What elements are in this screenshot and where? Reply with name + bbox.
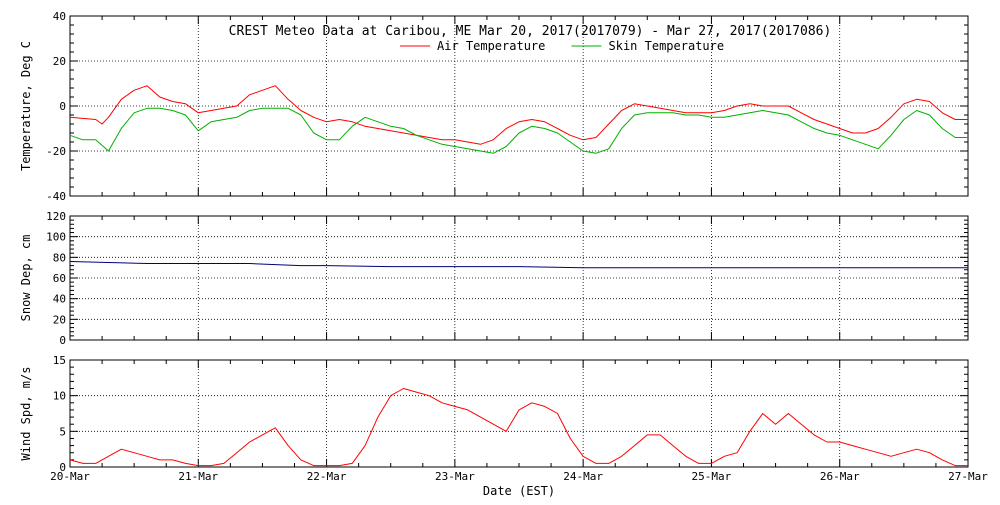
panel-snow-depth: 0 20 40 60 80 100 120 Snow Dep, cm bbox=[19, 210, 969, 347]
y-tick-label: 20 bbox=[53, 55, 66, 68]
x-tick-label: 23-Mar bbox=[435, 470, 475, 483]
panel-frame bbox=[69, 359, 969, 468]
y-axis-label: Wind Spd, m/s bbox=[19, 367, 33, 461]
y-tick-label: 100 bbox=[46, 231, 66, 244]
y-tick-label: 80 bbox=[53, 251, 66, 264]
panel-temperature: -40 -20 0 20 40 Temperature, Deg C Air Tempera… bbox=[19, 10, 969, 203]
y-tick-label: 40 bbox=[53, 10, 66, 23]
series-line-snow-depth-0 bbox=[69, 261, 968, 269]
y-tick-label: 40 bbox=[53, 293, 66, 306]
legend: Air Temperature Skin Temperature bbox=[400, 39, 724, 53]
x-tick-label: 21-Mar bbox=[178, 470, 218, 483]
series-line-wind-speed-0 bbox=[69, 388, 968, 467]
y-tick-label: 60 bbox=[53, 272, 66, 285]
x-tick-label: 26-Mar bbox=[820, 470, 860, 483]
series-line-temperature-0 bbox=[69, 85, 968, 145]
y-tick-label: 20 bbox=[53, 313, 66, 326]
y-tick-label: 0 bbox=[59, 100, 66, 113]
panels-layer: -40 -20 0 20 40 Temperature, Deg C Air Tempera… bbox=[19, 10, 988, 483]
x-tick-label: 27-Mar bbox=[948, 470, 988, 483]
x-tick-label: 25-Mar bbox=[692, 470, 732, 483]
y-tick-label: -40 bbox=[46, 190, 66, 203]
y-axis-label: Temperature, Deg C bbox=[19, 41, 33, 171]
x-axis-label: Date (EST) bbox=[483, 484, 555, 498]
legend-entry: Skin Temperature bbox=[609, 39, 725, 53]
legend-entry: Air Temperature bbox=[437, 39, 545, 53]
y-tick-label: 5 bbox=[59, 425, 66, 438]
x-tick-label: 24-Mar bbox=[563, 470, 603, 483]
y-tick-label: 0 bbox=[59, 461, 66, 474]
x-tick-label: 22-Mar bbox=[307, 470, 347, 483]
y-tick-label: 120 bbox=[46, 210, 66, 223]
y-axis-label: Snow Dep, cm bbox=[19, 235, 33, 322]
chart-title: CREST Meteo Data at Caribou, ME Mar 20, … bbox=[229, 24, 832, 39]
y-tick-label: 10 bbox=[53, 390, 66, 403]
panel-frame bbox=[69, 215, 969, 341]
y-tick-label: 15 bbox=[53, 354, 66, 367]
panel-wind-speed: 0 5 10 15 Wind Spd, m/s bbox=[19, 354, 969, 474]
series-line-temperature-1 bbox=[69, 107, 968, 154]
y-tick-label: -20 bbox=[46, 145, 66, 158]
y-tick-label: 0 bbox=[59, 334, 66, 347]
x-tick-label: 20-Mar bbox=[50, 470, 90, 483]
